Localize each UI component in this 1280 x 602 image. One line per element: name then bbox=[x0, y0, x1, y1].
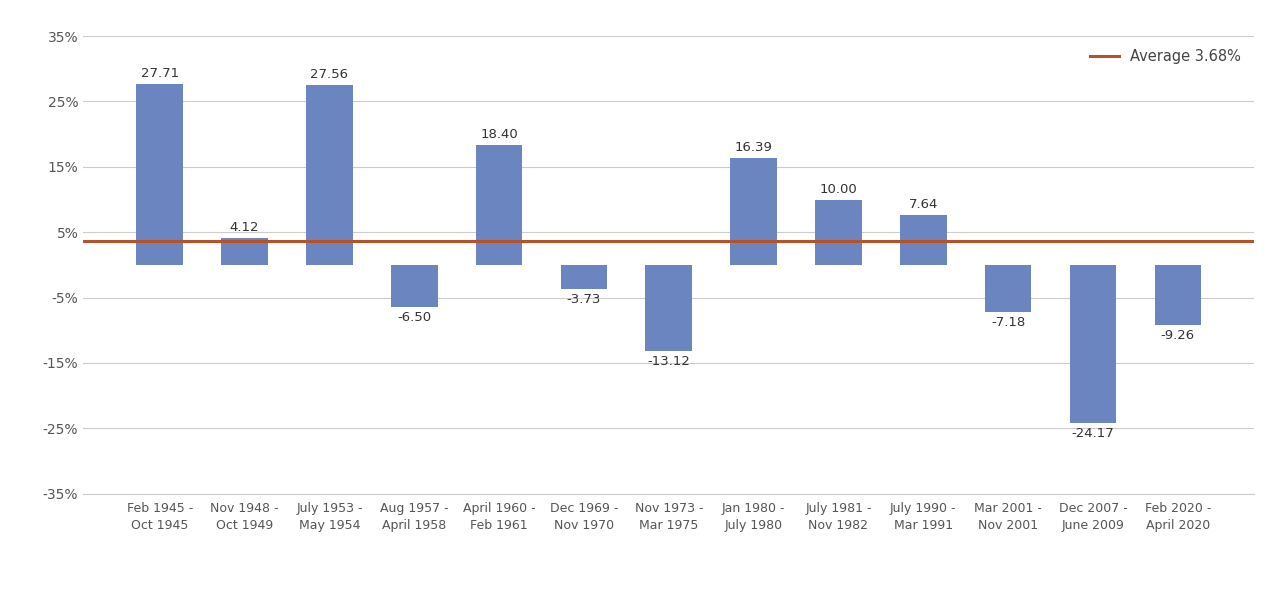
Bar bbox=[221, 238, 268, 265]
Text: -7.18: -7.18 bbox=[991, 315, 1025, 329]
Text: 4.12: 4.12 bbox=[230, 221, 260, 234]
Bar bbox=[900, 215, 947, 265]
Bar bbox=[390, 265, 438, 308]
Text: -9.26: -9.26 bbox=[1161, 329, 1196, 343]
Bar bbox=[561, 265, 607, 289]
Bar bbox=[306, 85, 353, 265]
Text: 10.00: 10.00 bbox=[819, 182, 858, 196]
Bar bbox=[731, 158, 777, 265]
Text: 27.71: 27.71 bbox=[141, 67, 179, 80]
Bar bbox=[645, 265, 692, 350]
Text: 27.56: 27.56 bbox=[311, 68, 348, 81]
Text: 18.40: 18.40 bbox=[480, 128, 518, 141]
Text: -24.17: -24.17 bbox=[1071, 427, 1115, 440]
Text: 7.64: 7.64 bbox=[909, 198, 938, 211]
Bar bbox=[815, 199, 861, 265]
Text: -3.73: -3.73 bbox=[567, 293, 602, 306]
Bar bbox=[1155, 265, 1201, 326]
Bar bbox=[476, 144, 522, 265]
Text: -13.12: -13.12 bbox=[648, 355, 690, 368]
Text: 16.39: 16.39 bbox=[735, 141, 773, 154]
Bar bbox=[1070, 265, 1116, 423]
Bar bbox=[137, 84, 183, 265]
Bar bbox=[984, 265, 1032, 312]
Text: -6.50: -6.50 bbox=[397, 311, 431, 324]
Legend: Average 3.68%: Average 3.68% bbox=[1084, 43, 1247, 70]
